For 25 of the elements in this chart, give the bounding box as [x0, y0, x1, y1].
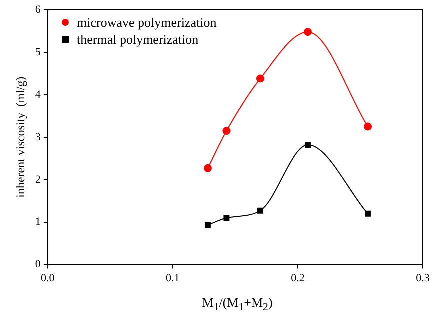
y-tick-label: 2 [35, 174, 41, 186]
y-axis-title: inherent viscosity (ml/g) [13, 76, 28, 198]
point [257, 208, 264, 214]
y-tick-label: 6 [35, 4, 42, 16]
point [204, 164, 212, 172]
point [204, 222, 211, 228]
x-tick-label: 0.1 [166, 272, 180, 284]
point [304, 142, 311, 148]
legend-label: microwave polymerization [77, 14, 217, 31]
x-axis-title: M$_{1}$/(M$_{1}$+M$_{2}$) [202, 295, 273, 314]
y-tick-label: 0 [35, 258, 42, 271]
y-tick-label: 5 [35, 46, 42, 58]
y-tick-label: 3 [35, 131, 42, 144]
y-tick-label: 4 [35, 88, 42, 101]
point [222, 127, 231, 136]
legend-label: thermal polymerization [77, 31, 199, 48]
point [304, 28, 312, 36]
x-tick-label: 0.2 [291, 272, 305, 284]
y-tick-label: 1 [35, 216, 41, 228]
point [364, 122, 372, 131]
x-tick-label: 0.0 [41, 272, 56, 284]
point [224, 215, 230, 222]
point [365, 210, 371, 217]
point [256, 74, 264, 83]
x-tick-label: 0.3 [416, 272, 430, 284]
